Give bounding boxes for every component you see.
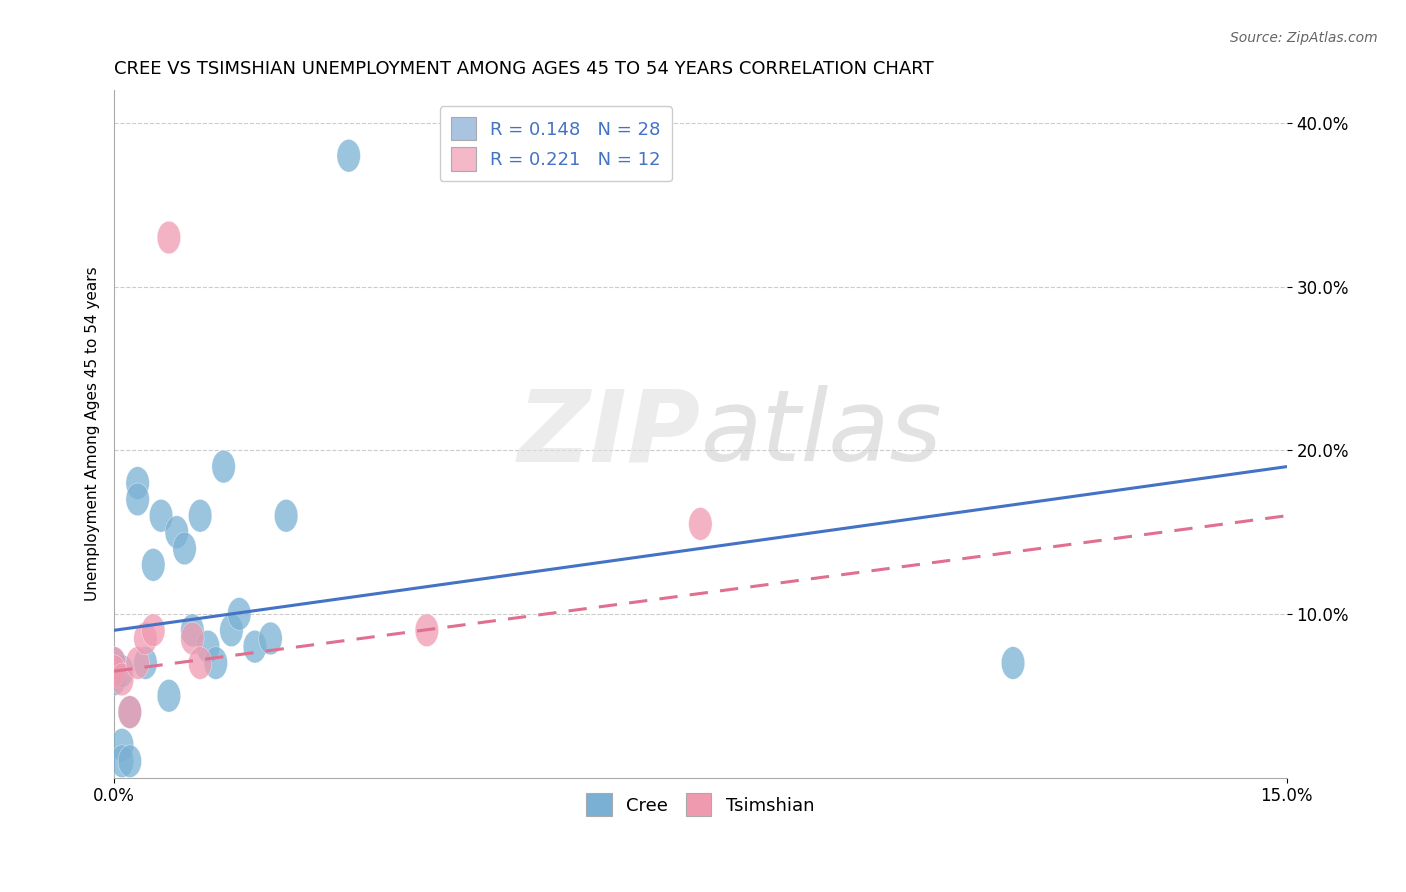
Ellipse shape bbox=[103, 647, 127, 680]
Ellipse shape bbox=[204, 647, 228, 680]
Ellipse shape bbox=[118, 745, 142, 778]
Ellipse shape bbox=[103, 655, 127, 688]
Ellipse shape bbox=[1001, 647, 1025, 680]
Ellipse shape bbox=[149, 500, 173, 533]
Ellipse shape bbox=[274, 500, 298, 533]
Ellipse shape bbox=[188, 500, 212, 533]
Ellipse shape bbox=[110, 745, 134, 778]
Ellipse shape bbox=[103, 647, 127, 680]
Ellipse shape bbox=[188, 647, 212, 680]
Y-axis label: Unemployment Among Ages 45 to 54 years: Unemployment Among Ages 45 to 54 years bbox=[86, 267, 100, 601]
Ellipse shape bbox=[134, 647, 157, 680]
Ellipse shape bbox=[142, 549, 165, 582]
Ellipse shape bbox=[157, 680, 180, 712]
Ellipse shape bbox=[415, 614, 439, 647]
Ellipse shape bbox=[127, 483, 149, 516]
Ellipse shape bbox=[180, 614, 204, 647]
Ellipse shape bbox=[142, 614, 165, 647]
Ellipse shape bbox=[165, 516, 188, 549]
Ellipse shape bbox=[228, 598, 250, 631]
Text: Source: ZipAtlas.com: Source: ZipAtlas.com bbox=[1230, 31, 1378, 45]
Ellipse shape bbox=[212, 450, 235, 483]
Ellipse shape bbox=[127, 467, 149, 500]
Text: CREE VS TSIMSHIAN UNEMPLOYMENT AMONG AGES 45 TO 54 YEARS CORRELATION CHART: CREE VS TSIMSHIAN UNEMPLOYMENT AMONG AGE… bbox=[114, 60, 934, 78]
Ellipse shape bbox=[197, 631, 219, 663]
Text: atlas: atlas bbox=[700, 385, 942, 483]
Ellipse shape bbox=[259, 622, 283, 655]
Ellipse shape bbox=[110, 663, 134, 696]
Legend: Cree, Tsimshian: Cree, Tsimshian bbox=[579, 786, 821, 823]
Ellipse shape bbox=[118, 696, 142, 729]
Ellipse shape bbox=[110, 655, 134, 688]
Ellipse shape bbox=[103, 663, 127, 696]
Ellipse shape bbox=[134, 622, 157, 655]
Ellipse shape bbox=[689, 508, 711, 541]
Ellipse shape bbox=[157, 221, 180, 254]
Ellipse shape bbox=[337, 139, 360, 172]
Ellipse shape bbox=[243, 631, 267, 663]
Ellipse shape bbox=[127, 647, 149, 680]
Ellipse shape bbox=[110, 729, 134, 761]
Ellipse shape bbox=[219, 614, 243, 647]
Ellipse shape bbox=[173, 533, 197, 565]
Ellipse shape bbox=[103, 655, 127, 688]
Ellipse shape bbox=[180, 622, 204, 655]
Text: ZIP: ZIP bbox=[517, 385, 700, 483]
Ellipse shape bbox=[118, 696, 142, 729]
